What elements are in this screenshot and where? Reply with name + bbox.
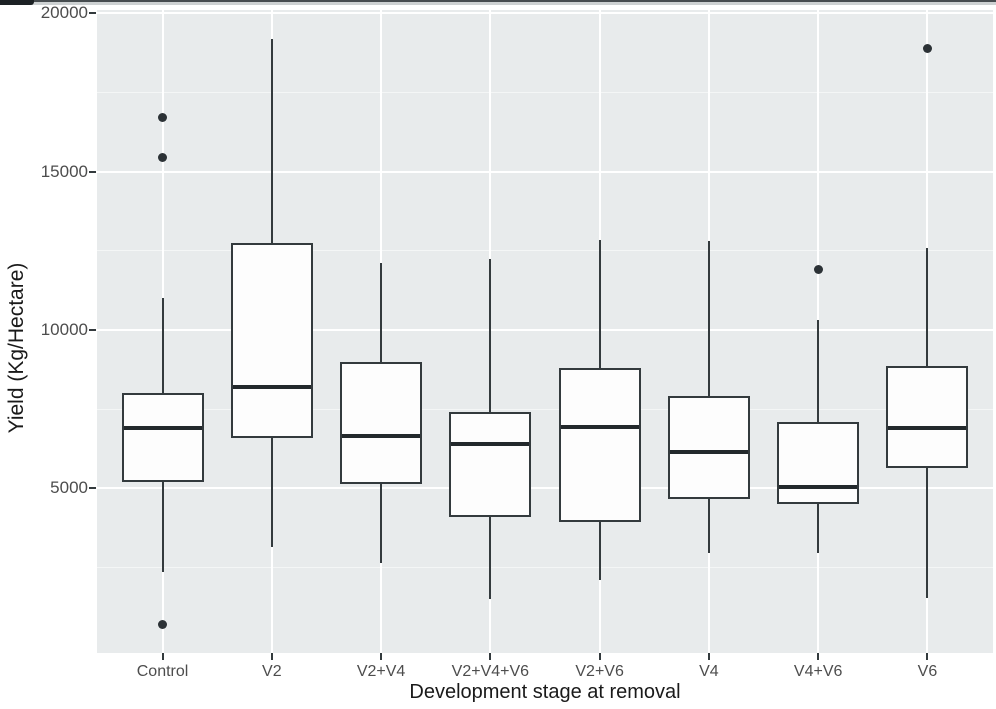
whisker-upper xyxy=(380,263,383,362)
y-tick-label: 5000 xyxy=(50,478,88,498)
whisker-lower xyxy=(489,516,492,600)
x-tick-label: V2 xyxy=(262,663,282,680)
x-tick-label: V2+V4+V6 xyxy=(451,663,530,680)
h-gridline-minor xyxy=(97,250,993,252)
boxplot-box xyxy=(340,361,423,484)
x-tick-label: Control xyxy=(136,663,189,680)
outlier-point xyxy=(158,152,168,162)
median-line xyxy=(888,426,967,431)
h-gridline-minor xyxy=(97,408,993,410)
y-axis-title: Yield (Kg/Hectare) xyxy=(5,262,28,434)
x-tick-mark xyxy=(161,653,164,660)
whisker-lower xyxy=(707,499,710,554)
median-line xyxy=(669,449,748,454)
x-tick-label: V4+V6 xyxy=(793,663,843,680)
h-gridline-major xyxy=(97,487,993,490)
whisker-upper xyxy=(270,38,273,243)
boxplot-box xyxy=(777,421,860,505)
x-tick-mark xyxy=(270,653,273,660)
outlier-point xyxy=(813,265,823,275)
y-tick-label: 10000 xyxy=(40,319,88,339)
boxplot-box xyxy=(230,242,313,438)
x-tick-label: V4 xyxy=(699,663,719,680)
whisker-upper xyxy=(598,239,601,368)
x-tick-mark xyxy=(926,653,929,660)
boxplot-box xyxy=(558,367,641,522)
median-line xyxy=(342,434,421,439)
x-tick-mark xyxy=(817,653,820,660)
outlier-point xyxy=(158,113,168,123)
x-tick-mark xyxy=(707,653,710,660)
whisker-upper xyxy=(926,247,929,367)
h-gridline-major xyxy=(97,328,993,331)
y-tick-mark xyxy=(89,170,96,173)
whisker-lower xyxy=(817,504,820,554)
whisker-upper xyxy=(817,320,820,422)
y-tick-label: 15000 xyxy=(40,161,88,181)
whisker-lower xyxy=(380,483,383,563)
median-line xyxy=(779,484,858,489)
median-line xyxy=(560,424,639,429)
boxplot-box xyxy=(667,396,750,500)
boxplot-box xyxy=(886,366,969,468)
x-tick-label: V2+V4 xyxy=(356,663,406,680)
h-gridline-major xyxy=(97,170,993,173)
boxplot-box xyxy=(121,393,204,482)
y-tick-mark xyxy=(89,328,96,331)
whisker-lower xyxy=(270,437,273,547)
x-tick-label: V6 xyxy=(917,663,938,680)
whisker-lower xyxy=(926,467,929,598)
h-gridline-minor xyxy=(97,91,993,93)
y-tick-label: 20000 xyxy=(40,3,88,23)
y-tick-mark xyxy=(89,487,96,490)
x-axis-title: Development stage at removal xyxy=(409,681,681,703)
h-gridline-minor xyxy=(97,566,993,568)
whisker-upper xyxy=(161,298,164,394)
x-tick-mark xyxy=(489,653,492,660)
whisker-upper xyxy=(489,258,492,413)
outlier-point xyxy=(922,43,932,53)
median-line xyxy=(232,384,311,389)
y-tick-mark xyxy=(89,12,96,15)
x-tick-mark xyxy=(598,653,601,660)
median-line xyxy=(123,426,202,431)
scan-edge-strip xyxy=(0,2,996,5)
median-line xyxy=(451,441,530,446)
whisker-lower xyxy=(598,521,601,581)
boxplot-box xyxy=(449,412,532,517)
scan-edge-artifact xyxy=(0,0,996,2)
x-tick-mark xyxy=(380,653,383,660)
whisker-lower xyxy=(161,481,164,573)
h-gridline-major xyxy=(97,12,993,15)
scan-corner-blob xyxy=(0,0,34,5)
x-tick-label: V2+V6 xyxy=(575,663,624,680)
outlier-point xyxy=(158,619,168,629)
whisker-upper xyxy=(707,241,710,397)
